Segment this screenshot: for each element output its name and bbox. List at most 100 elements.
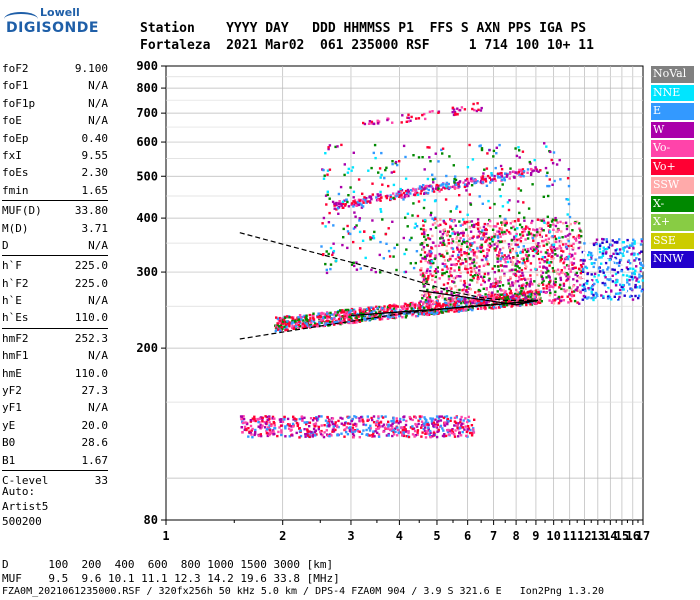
echo-point xyxy=(566,289,569,292)
echo-point xyxy=(443,433,446,436)
echo-point xyxy=(493,177,496,181)
echo-point xyxy=(484,240,487,243)
echo-point xyxy=(280,326,283,329)
echo-point xyxy=(292,415,295,418)
echo-point xyxy=(459,302,463,305)
echo-point xyxy=(618,295,621,299)
echo-point xyxy=(408,415,411,419)
echo-point xyxy=(368,196,371,199)
echo-point xyxy=(411,418,414,422)
param-value: 33 xyxy=(94,473,108,487)
echo-point xyxy=(447,278,451,281)
legend-item-vo: Vo- xyxy=(651,140,694,157)
echo-point xyxy=(297,318,301,321)
echo-point xyxy=(507,303,510,306)
echo-point xyxy=(356,201,359,204)
echo-point xyxy=(482,301,486,304)
echo-point xyxy=(545,145,548,148)
echo-point xyxy=(343,423,346,427)
echo-point xyxy=(445,249,448,253)
echo-point xyxy=(437,224,440,227)
echo-point xyxy=(500,255,504,258)
echo-point xyxy=(468,283,471,286)
echo-point xyxy=(499,195,502,198)
echo-point xyxy=(534,235,537,239)
echo-point xyxy=(553,249,557,252)
echo-point xyxy=(352,196,355,199)
echo-point xyxy=(365,201,368,204)
echo-point xyxy=(564,256,568,260)
echo-point xyxy=(409,303,412,306)
echo-point xyxy=(524,263,527,266)
echo-point xyxy=(402,191,406,195)
echo-point xyxy=(527,250,530,253)
echo-point xyxy=(547,224,550,227)
echo-point xyxy=(268,415,271,418)
echo-point xyxy=(404,270,408,274)
echo-point xyxy=(249,431,253,435)
echo-point xyxy=(372,430,375,433)
echo-point xyxy=(480,243,483,247)
echo-point xyxy=(399,187,402,191)
echo-point xyxy=(322,435,326,439)
echo-point xyxy=(492,236,496,239)
echo-point xyxy=(453,303,457,306)
echo-point xyxy=(526,171,529,174)
echo-point xyxy=(383,308,386,311)
echo-point xyxy=(581,298,584,301)
echo-point xyxy=(315,433,318,436)
echo-point xyxy=(588,263,591,266)
echo-point xyxy=(358,417,361,420)
echo-point xyxy=(378,167,382,170)
echo-point xyxy=(505,229,509,232)
echo-point xyxy=(472,235,475,238)
echo-point xyxy=(402,415,405,419)
echo-point xyxy=(494,293,497,296)
echo-point xyxy=(441,147,445,150)
echo-point xyxy=(361,205,365,208)
echo-point xyxy=(270,423,273,426)
echo-point xyxy=(434,217,437,221)
echo-point xyxy=(518,223,522,226)
x-tick-label: 13 xyxy=(591,529,605,543)
echo-point xyxy=(510,226,513,230)
echo-point xyxy=(508,287,511,291)
echo-point xyxy=(502,289,505,292)
echo-point xyxy=(472,102,475,106)
echo-point xyxy=(479,245,482,248)
echo-point xyxy=(303,416,306,419)
echo-point xyxy=(639,268,643,271)
echo-point xyxy=(243,425,247,429)
echo-point xyxy=(503,254,506,257)
echo-point xyxy=(407,113,410,116)
echo-point xyxy=(462,288,465,291)
echo-point xyxy=(550,257,553,261)
echo-point xyxy=(430,311,434,314)
echo-point xyxy=(449,416,453,420)
echo-point xyxy=(458,266,461,269)
echo-point xyxy=(346,422,350,425)
echo-point xyxy=(518,295,521,298)
echo-point xyxy=(428,156,431,159)
echo-point xyxy=(545,271,548,274)
echo-point xyxy=(520,292,524,295)
echo-point xyxy=(616,255,619,258)
echo-point xyxy=(507,297,511,300)
echo-point xyxy=(435,415,439,418)
echo-point xyxy=(324,194,328,197)
echo-point xyxy=(327,316,331,319)
echo-point xyxy=(427,426,430,429)
echo-point xyxy=(470,270,473,273)
echo-point xyxy=(457,308,460,311)
echo-point xyxy=(510,259,513,262)
echo-point xyxy=(393,433,396,436)
echo-point xyxy=(386,308,389,311)
echo-point xyxy=(325,316,328,319)
echo-point xyxy=(305,421,309,424)
param-row-hf2: h`F2 225.0 xyxy=(2,275,108,292)
echo-point xyxy=(420,294,424,297)
echo-point xyxy=(436,302,440,305)
echo-point xyxy=(468,307,472,311)
echo-point xyxy=(377,433,381,436)
echo-point xyxy=(422,219,425,222)
